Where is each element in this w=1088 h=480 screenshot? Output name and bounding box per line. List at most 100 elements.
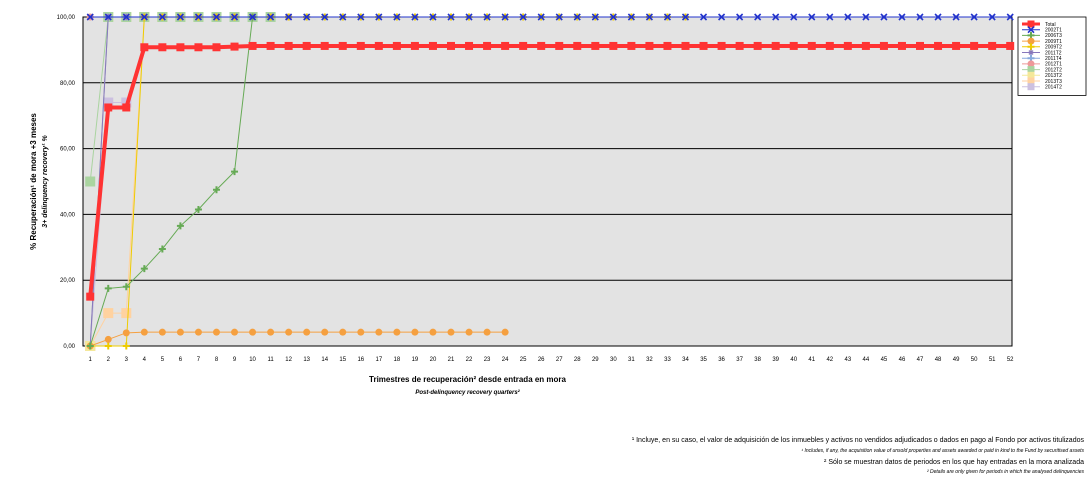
data-point-Total [879, 41, 888, 50]
data-point-2002T1 [158, 13, 166, 21]
data-point-Total [86, 292, 95, 301]
x-tick-label: 19 [412, 357, 419, 363]
data-point-Total [428, 41, 437, 50]
data-point-2002T1 [537, 13, 545, 21]
data-point-2002T1 [844, 13, 852, 21]
data-point-2009T1 [375, 328, 383, 336]
data-point-2006T3 [158, 245, 166, 253]
y-tick-label: 60,00 [60, 147, 76, 153]
data-point-Total [699, 41, 708, 50]
legend-label: 2013T2 [1045, 73, 1062, 79]
data-point-2006T3 [176, 222, 184, 230]
data-point-Total [302, 41, 311, 50]
data-point-Total [519, 41, 528, 50]
legend-item-2013T3: 2013T3 [1022, 77, 1062, 85]
data-point-2009T1 [194, 328, 202, 336]
legend-label: Total [1045, 22, 1056, 28]
x-tick-label: 16 [357, 357, 364, 363]
legend-item-2012T2: 2012T2 [1022, 66, 1062, 73]
data-point-2002T1 [393, 13, 401, 21]
data-point-Total [158, 43, 167, 52]
data-point-Total [897, 41, 906, 50]
data-point-2009T1 [357, 328, 365, 336]
x-tick-label: 46 [899, 357, 906, 363]
x-tick-label: 48 [935, 357, 942, 363]
data-point-Total [501, 41, 510, 50]
x-tick-label: 47 [917, 357, 924, 363]
y-tick-label: 80,00 [60, 81, 76, 87]
legend-label: 2006T3 [1045, 33, 1062, 39]
data-point-2002T1 [699, 13, 708, 21]
x-tick-label: 23 [484, 357, 491, 363]
data-point-2002T1 [519, 13, 527, 21]
data-point-2009T1 [104, 335, 112, 343]
data-point-2002T1 [681, 13, 690, 21]
x-tick-label: 8 [215, 357, 219, 363]
data-point-2009T1 [249, 328, 257, 336]
data-point-2006T3 [231, 168, 239, 176]
x-tick-label: 31 [628, 357, 635, 363]
x-tick-label: 3 [125, 357, 129, 363]
data-point-2009T1 [339, 328, 347, 336]
data-point-Total [122, 103, 131, 112]
data-point-2002T1 [447, 13, 455, 21]
legend-label: 2012T1 [1045, 62, 1062, 68]
legend-item-2013T2: 2013T2 [1022, 71, 1062, 79]
data-point-2002T1 [934, 13, 942, 21]
x-tick-label: 10 [249, 357, 256, 363]
data-point-2006T3 [122, 283, 130, 291]
x-tick-label: 4 [143, 357, 147, 363]
data-point-2009T1 [429, 328, 437, 336]
x-tick-label: 40 [790, 357, 797, 363]
data-point-2009T1 [267, 328, 275, 336]
series-2006T3 [86, 13, 257, 350]
footnote-2-en: ² Details are only given for periods in … [926, 469, 1084, 475]
data-point-Total [916, 41, 925, 50]
data-point-2002T1 [357, 13, 365, 21]
data-point-2002T1 [212, 13, 221, 21]
x-tick-label: 43 [845, 357, 852, 363]
y-tick-label: 0,00 [63, 344, 75, 350]
x-tick-label: 44 [863, 357, 870, 363]
data-point-2002T1 [140, 13, 148, 21]
data-point-2002T1 [718, 13, 726, 21]
x-tick-label: 22 [466, 357, 473, 363]
data-point-2002T1 [772, 13, 780, 21]
data-point-2002T1 [609, 13, 617, 21]
x-tick-label: 50 [971, 357, 978, 363]
data-point-2006T3 [104, 284, 112, 292]
data-point-Total [591, 41, 600, 50]
data-point-Total [681, 41, 690, 50]
data-point-2006T3 [86, 342, 94, 350]
x-tick-label: 18 [394, 357, 401, 363]
legend-swatch-marker [1027, 26, 1035, 34]
legend-item-2002T1: 2002T1 [1022, 26, 1062, 34]
x-tick-label: 11 [267, 357, 274, 363]
data-point-Total [537, 41, 546, 50]
data-point-Total [735, 41, 744, 50]
x-tick-label: 45 [881, 357, 888, 363]
footnote-2: ² Sólo se muestran datos de periodos en … [824, 459, 1084, 466]
data-point-2002T1 [321, 13, 329, 21]
series-line-Total [88, 43, 1011, 297]
x-tick-label: 51 [989, 357, 996, 363]
data-point-Total [988, 41, 997, 50]
x-tick-label: 2 [107, 357, 111, 363]
data-point-Total [176, 43, 185, 52]
data-point-2002T1 [736, 13, 744, 21]
data-point-2002T1 [194, 13, 203, 21]
data-point-Total [627, 41, 636, 50]
data-point-2002T1 [645, 13, 653, 21]
data-point-2009T1 [501, 328, 509, 336]
x-tick-label: 33 [664, 357, 671, 363]
legend-swatch-marker [1027, 66, 1035, 74]
legend-label: 2002T1 [1045, 28, 1062, 34]
y-tick-label: 100,00 [57, 15, 76, 21]
data-point-Total [483, 41, 492, 50]
legend-swatch-marker [1027, 43, 1035, 51]
data-point-Total [609, 41, 618, 50]
data-point-Total [645, 41, 654, 50]
legend-item-2009T2: 2009T2 [1022, 43, 1062, 51]
legend-label: 2009T1 [1045, 39, 1062, 45]
y-tick-label: 20,00 [60, 278, 76, 284]
